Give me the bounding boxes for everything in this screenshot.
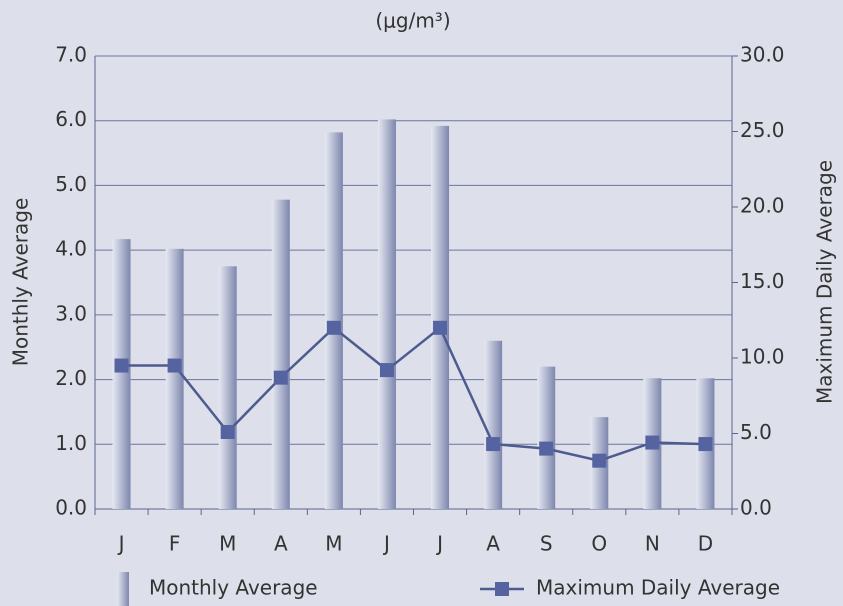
line-marker [592, 453, 607, 468]
bar [377, 119, 396, 510]
y2-tick-label: 25.0 [740, 118, 785, 142]
y-tick-label: 1.0 [55, 431, 87, 455]
bar [431, 125, 450, 510]
x-tick-label: J [382, 532, 390, 556]
line-marker [220, 424, 235, 439]
x-tick-label: J [435, 532, 443, 556]
line-marker [698, 437, 713, 452]
legend-label: Maximum Daily Average [536, 576, 780, 600]
bar [271, 199, 290, 509]
line [121, 325, 706, 462]
y-tick-label: 3.0 [55, 301, 87, 325]
y-axis-title: Monthly Average [9, 198, 33, 367]
bar [537, 366, 556, 509]
y-tick-label: 2.0 [55, 366, 87, 390]
x-tick-label: D [698, 532, 713, 556]
legend-label: Monthly Average [149, 576, 318, 600]
x-tick-label: A [274, 532, 288, 556]
line-marker [539, 441, 554, 456]
line-marker [433, 320, 448, 335]
bar [484, 340, 503, 509]
line-marker [379, 363, 394, 378]
line-marker [167, 358, 182, 373]
legend-marker [495, 582, 509, 596]
line-marker [273, 370, 288, 385]
y-tick-label: 4.0 [55, 237, 87, 261]
y-tick-label: 5.0 [55, 172, 87, 196]
line-marker [326, 320, 341, 335]
chart-title: (μg/m³) [375, 9, 450, 33]
legend-swatch [117, 572, 129, 606]
x-tick-label: M [219, 532, 236, 556]
y2-axis-title: Maximum Daily Average [813, 160, 837, 404]
y-tick-label: 0.0 [55, 496, 87, 520]
bar [112, 239, 131, 510]
y-tick-label: 6.0 [55, 107, 87, 131]
x-tick-label: S [540, 532, 553, 556]
y2-tick-label: 10.0 [740, 345, 785, 369]
y2-tick-label: 15.0 [740, 269, 785, 293]
x-tick-label: A [486, 532, 500, 556]
line-marker [645, 435, 660, 450]
x-tick-label: N [645, 532, 660, 556]
bar [165, 248, 184, 509]
x-tick-label: J [117, 532, 125, 556]
y-tick-label: 7.0 [55, 43, 87, 67]
y2-tick-label: 20.0 [740, 194, 785, 218]
x-tick-label: F [169, 532, 181, 556]
line-marker [486, 437, 501, 452]
bar [324, 132, 343, 509]
x-tick-label: O [591, 532, 607, 556]
y2-tick-label: 30.0 [740, 43, 785, 67]
x-tick-label: M [325, 532, 342, 556]
line-marker [114, 358, 129, 373]
y2-tick-label: 0.0 [740, 496, 772, 520]
bar [218, 266, 237, 509]
y2-tick-label: 5.0 [740, 420, 772, 444]
